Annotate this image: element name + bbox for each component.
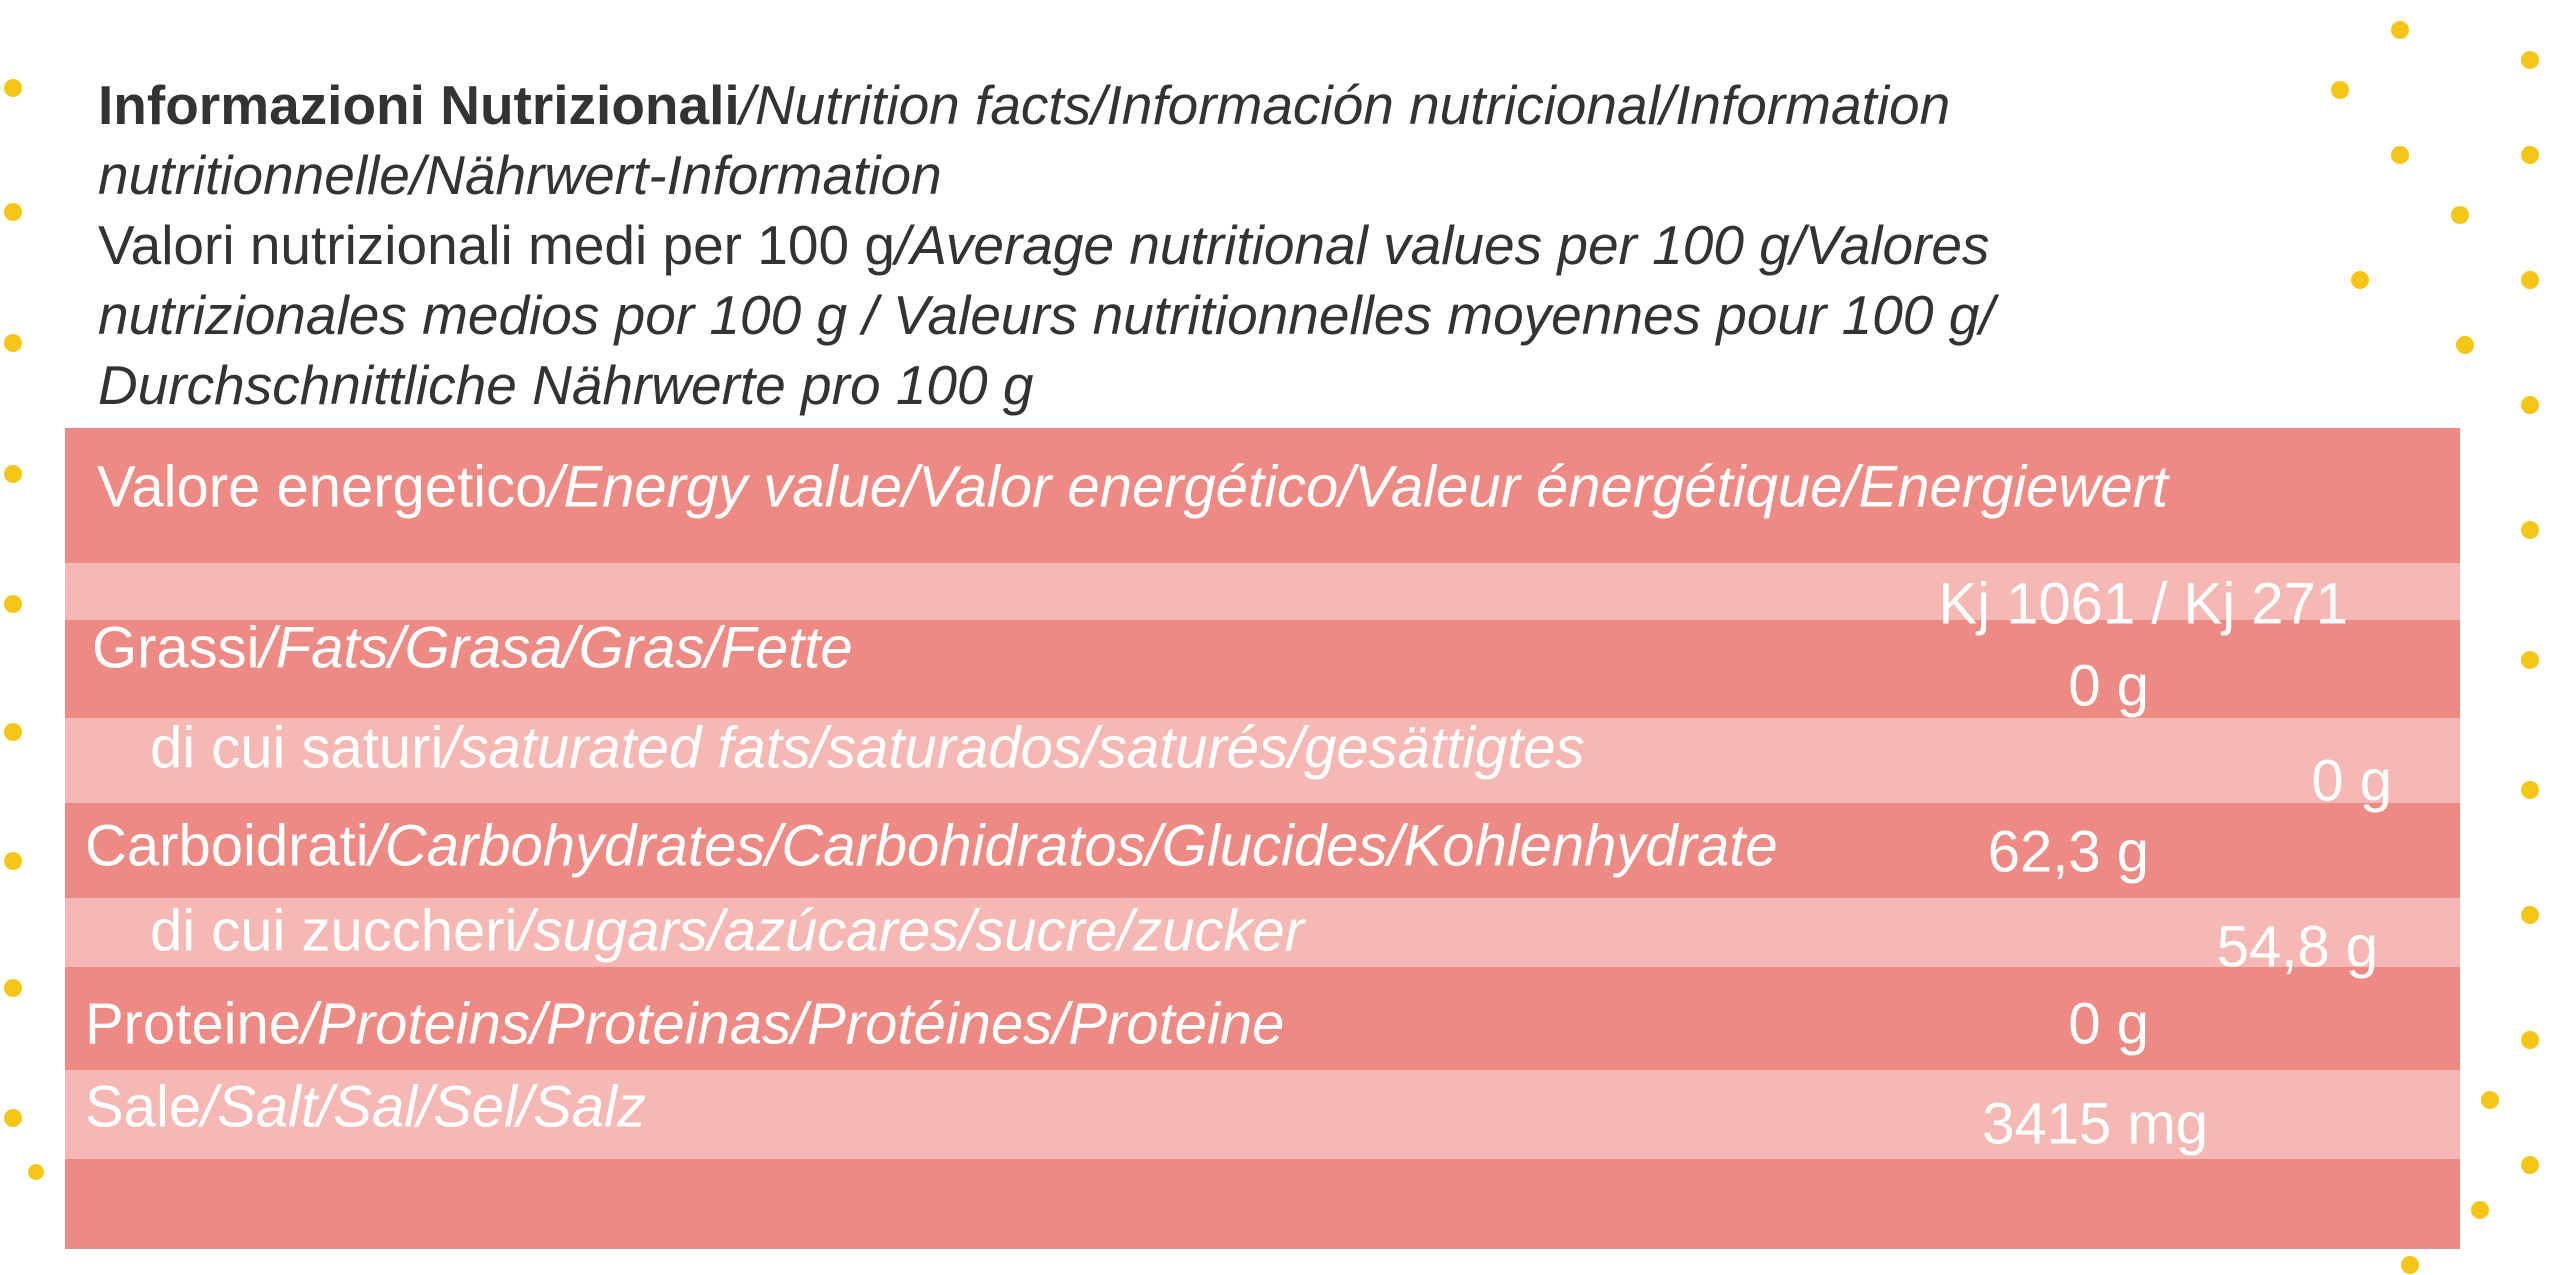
header: Informazioni Nutrizionali/Nutrition fact… — [98, 70, 2268, 420]
row-value: 3415 mg — [1982, 1091, 2208, 1157]
row-value: 0 g — [2311, 748, 2392, 814]
label-it: Carboidrati — [85, 813, 369, 879]
row-band — [65, 898, 2460, 967]
row-band — [65, 718, 2460, 803]
label-it: Sale — [85, 1074, 202, 1140]
label-rest: /saturated fats/saturados/saturés/gesätt… — [443, 715, 1585, 781]
row-value: Kj 1061 / Kj 271 — [1938, 571, 2348, 637]
row-label: di cui zuccheri/sugars/azúcares/sucre/zu… — [150, 898, 1304, 965]
row-label: di cui saturi/saturated fats/saturados/s… — [150, 715, 1585, 782]
label-rest: /Carbohydrates/Carbohidratos/Glucides/Ko… — [368, 813, 1778, 879]
row-label: Proteine/Proteins/Proteinas/Protéines/Pr… — [85, 991, 1284, 1058]
row-band — [65, 428, 2460, 563]
row-label: Grassi/Fats/Grasa/Gras/Fette — [92, 615, 853, 682]
row-value: 54,8 g — [2216, 914, 2378, 980]
label-it: di cui saturi — [150, 715, 444, 781]
label-it: Grassi — [92, 615, 260, 681]
label-it: Proteine — [85, 991, 302, 1057]
subtitle: Valori nutrizionali medi per 100 g/Avera… — [98, 210, 2268, 420]
label-rest: /Energy value/Valor energético/Valeur én… — [547, 454, 2169, 520]
label-it: Valore energetico — [97, 454, 548, 520]
row-value: 0 g — [2068, 653, 2149, 719]
subtitle-rest: /Average nutritional values per 100 g/Va… — [98, 214, 1995, 416]
row-band — [65, 620, 2460, 718]
row-band — [65, 967, 2460, 1070]
row-label: Carboidrati/Carbohydrates/Carbohidratos/… — [85, 813, 1778, 880]
row-band — [65, 563, 2460, 620]
label-rest: /sugars/azúcares/sucre/zucker — [517, 898, 1305, 964]
title-bold: Informazioni Nutrizionali — [98, 74, 740, 136]
row-label: Valore energetico/Energy value/Valor ene… — [97, 454, 2168, 521]
title-rest: /Nutrition facts/Información nutricional… — [98, 74, 1951, 206]
row-band — [65, 803, 2460, 898]
row-band — [65, 1070, 2460, 1159]
label-it: di cui zuccheri — [150, 898, 518, 964]
subtitle-plain: Valori nutrizionali medi per 100 g — [98, 214, 895, 276]
row-value: 0 g — [2068, 991, 2149, 1057]
row-label: Sale/Salt/Sal/Sel/Salz — [85, 1074, 646, 1141]
label-rest: /Salt/Sal/Sel/Salz — [201, 1074, 646, 1140]
row-band — [65, 1159, 2460, 1249]
label-rest: /Fats/Grasa/Gras/Fette — [259, 615, 853, 681]
row-value: 62,3 g — [1987, 819, 2149, 885]
title: Informazioni Nutrizionali/Nutrition fact… — [98, 70, 2268, 210]
label-rest: /Proteins/Proteinas/Protéines/Proteine — [301, 991, 1285, 1057]
